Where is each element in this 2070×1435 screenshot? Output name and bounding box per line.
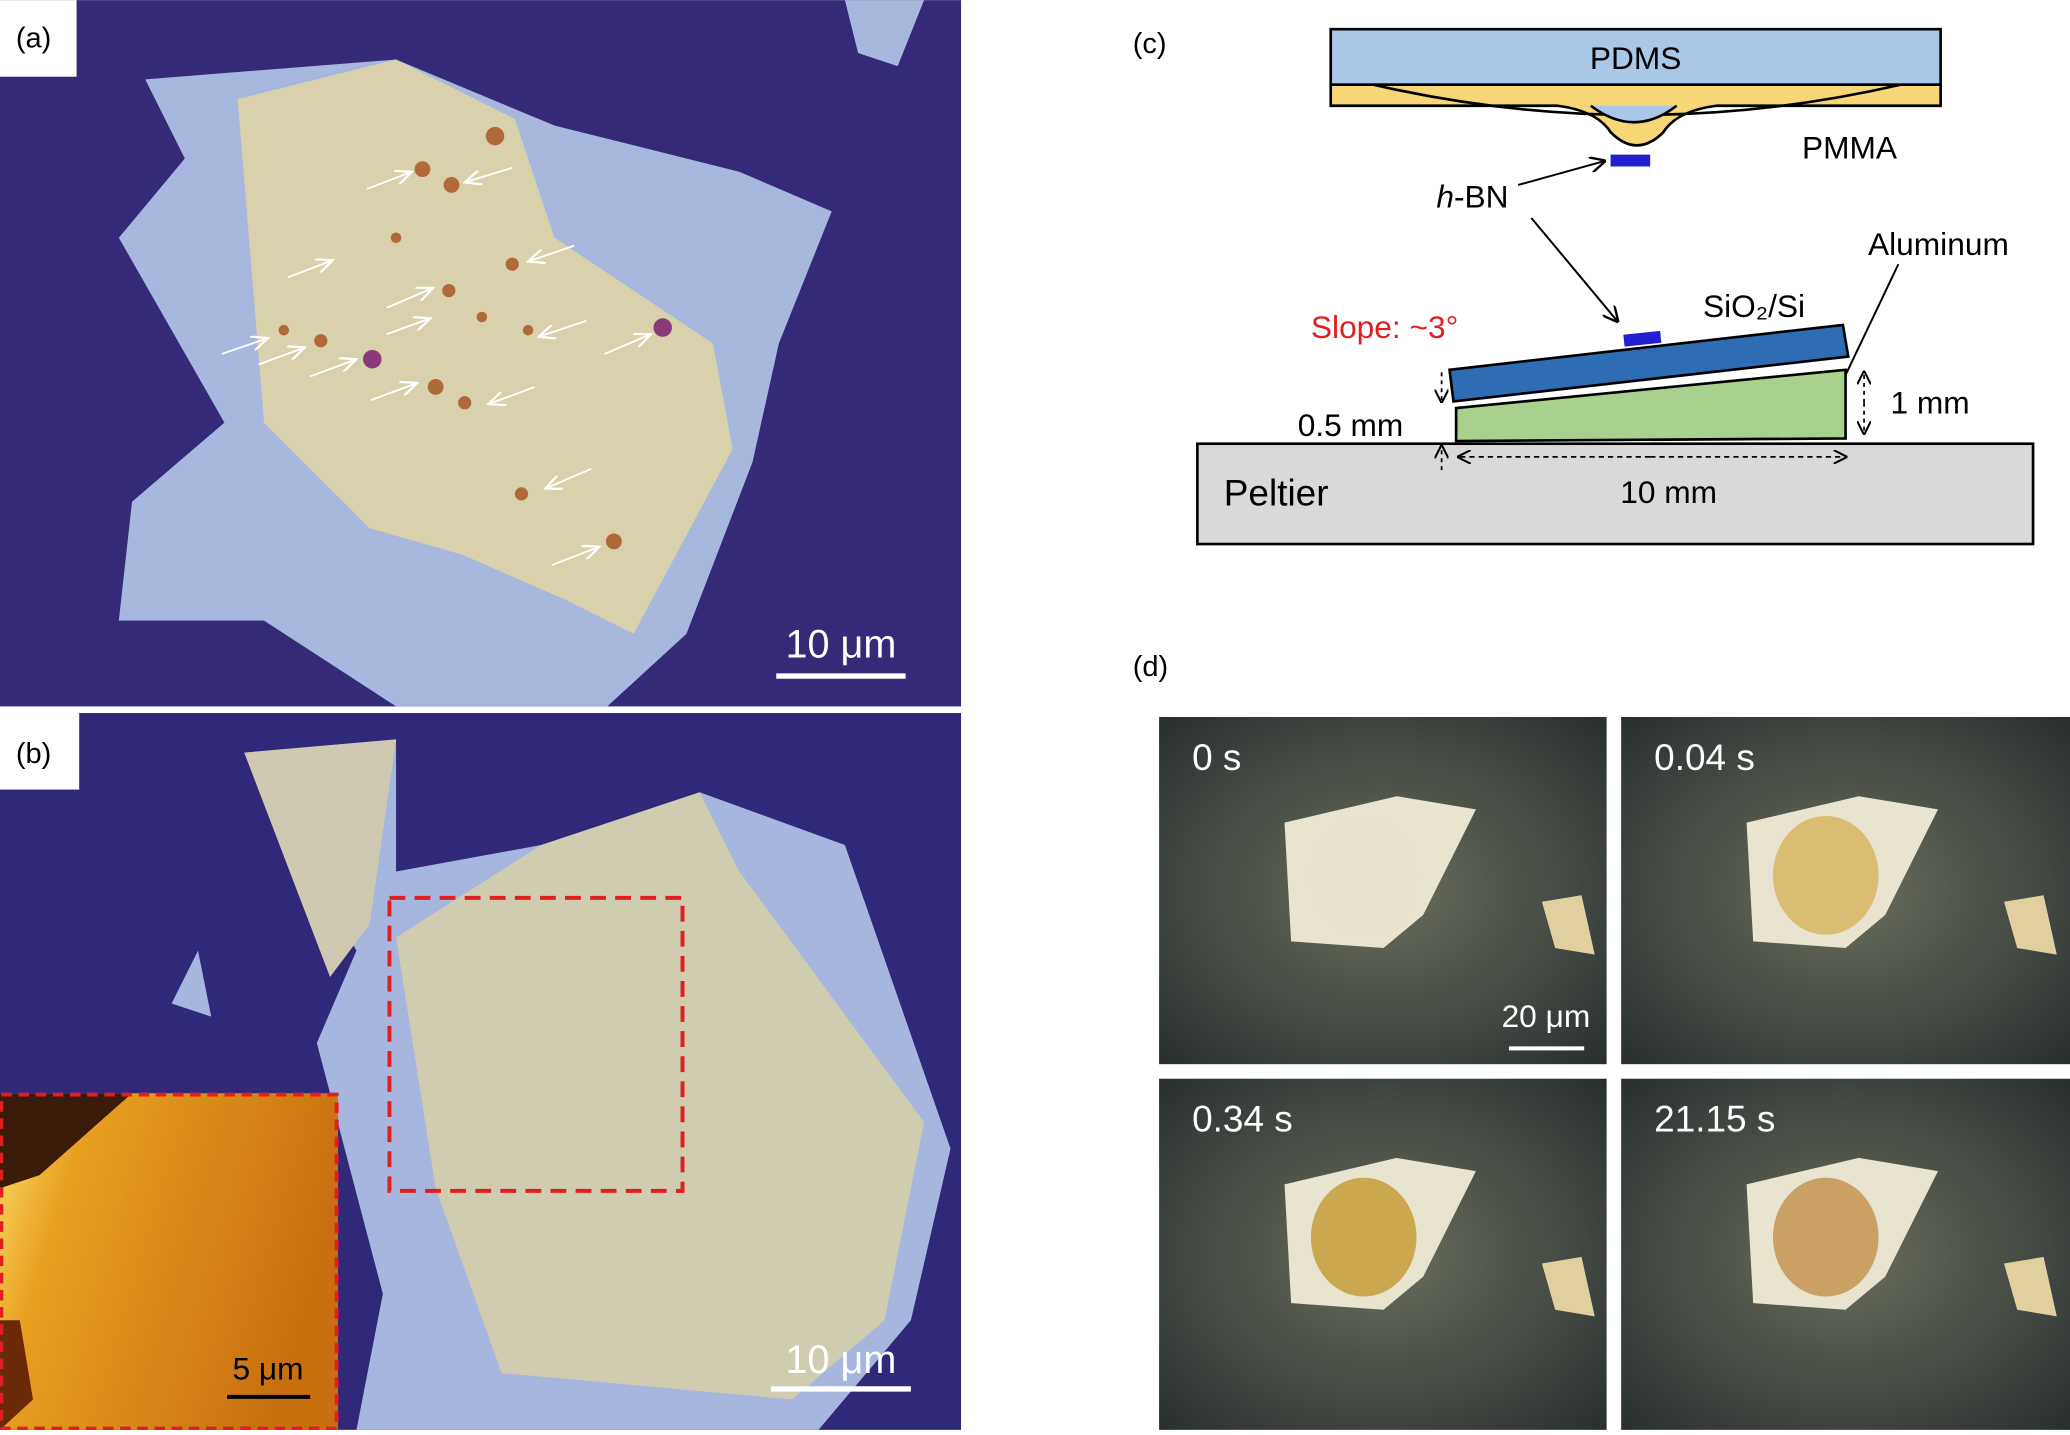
afm-dark	[0, 1093, 133, 1189]
gap-label: 0.5 mm	[1298, 407, 1404, 443]
scale-label: 10 μm	[786, 1338, 897, 1382]
frame-time: 0.04 s	[1654, 737, 1755, 778]
scale-label: 20 μm	[1502, 998, 1591, 1034]
flake	[244, 739, 397, 978]
flake-tan	[237, 59, 733, 634]
peltier-label: Peltier	[1224, 473, 1329, 514]
flake	[171, 950, 212, 1017]
panel-b: 5 μm (b) 10 μm	[0, 713, 962, 1431]
afm-dark	[0, 1320, 34, 1430]
panel-c: (c) PDMS PMMA h-BN Aluminum SiO₂/Si Slop…	[1133, 27, 2035, 546]
panel-d: (d) 0 s 0.04 s 0.34 s 21.15 s 20 μm	[1133, 651, 2070, 1430]
panel-label: (b)	[16, 738, 51, 770]
height-label: 1 mm	[1890, 384, 1969, 420]
aluminum-wedge	[1454, 368, 1847, 443]
peltier	[1196, 442, 2035, 546]
flake	[1541, 1256, 1595, 1317]
length-label: 10 mm	[1620, 474, 1717, 510]
frame-time: 0 s	[1192, 737, 1241, 778]
aluminum-label: Aluminum	[1868, 226, 2009, 262]
frame-time: 21.15 s	[1654, 1099, 1775, 1140]
hbn-flake	[1610, 154, 1651, 167]
flake-core	[1772, 815, 1879, 935]
region-box	[387, 895, 685, 1193]
pmma-label: PMMA	[1802, 130, 1898, 166]
pdms-label: PDMS	[1590, 40, 1682, 76]
hbn-italic: h	[1436, 178, 1454, 214]
panel-label: (c)	[1133, 28, 1167, 60]
substrate-label: SiO₂/Si	[1703, 288, 1805, 324]
pdms	[1329, 27, 1942, 86]
flake-core	[1772, 1177, 1879, 1297]
arrow	[1530, 217, 1617, 321]
scale-label: 5 μm	[232, 1351, 303, 1387]
frame-time: 0.34 s	[1192, 1099, 1293, 1140]
panel-a: (a) 10 μm	[0, 0, 962, 707]
flake	[2003, 895, 2057, 955]
flake	[1541, 895, 1595, 955]
spots	[278, 126, 672, 550]
flake-core	[1310, 1177, 1417, 1297]
flake	[2003, 1256, 2057, 1317]
label-box	[0, 713, 80, 790]
panel-label: (d)	[1133, 651, 1168, 683]
flake-core	[1310, 815, 1417, 935]
arrow	[1517, 161, 1604, 186]
scale-label: 10 μm	[786, 623, 897, 667]
slope-label: Slope: ~3°	[1311, 309, 1458, 345]
hbn-rest: -BN	[1454, 178, 1509, 214]
pdms-dome	[1589, 104, 1678, 124]
arrows	[221, 166, 651, 567]
inset-border	[0, 1092, 339, 1431]
flake	[844, 0, 925, 67]
label-box	[0, 0, 77, 77]
panel-label: (a)	[16, 23, 51, 55]
substrate	[1448, 323, 1850, 403]
hbn-flake	[1623, 330, 1662, 347]
flake-tan	[396, 792, 925, 1400]
flake	[1284, 796, 1476, 949]
hbn-label: h-BN	[1436, 178, 1508, 214]
